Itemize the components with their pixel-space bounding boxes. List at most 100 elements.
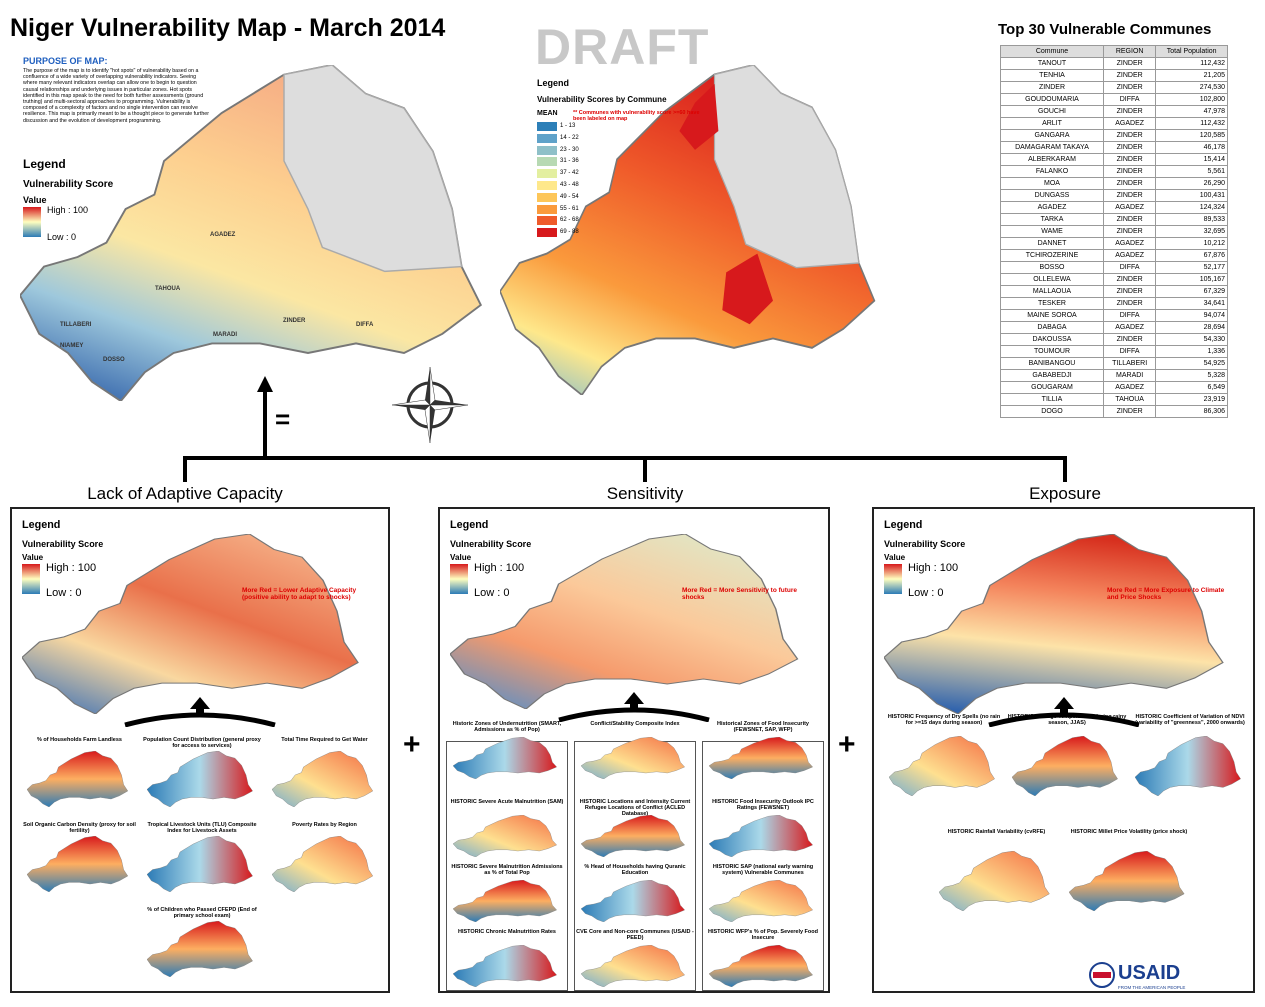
legend-low: Low : 0: [908, 586, 944, 599]
legend-swatch: [537, 228, 557, 238]
panel: Legend Vulnerability Score Value High : 100…: [10, 507, 390, 993]
country-shape: [709, 815, 813, 857]
annotation: More Red = Lower Adaptive Capacity (posi…: [242, 587, 357, 601]
table-row: ARLIT AGADEZ 112,432: [1000, 117, 1228, 130]
table-cell: 67,876: [1155, 249, 1228, 262]
table-title: Top 30 Vulnerable Communes: [998, 21, 1212, 38]
country-shape: [581, 880, 685, 922]
table-cell: 102,800: [1155, 93, 1228, 106]
map: [453, 815, 557, 857]
table-cell: ZINDER: [1102, 285, 1157, 298]
table-row: GOUGARAM AGADEZ 6,549: [1000, 381, 1228, 394]
table-cell: MOA: [1000, 177, 1104, 190]
table-cell: ZINDER: [1000, 81, 1104, 94]
region-label: DIFFA: [356, 322, 374, 328]
table-cell: BANIBANGOU: [1000, 357, 1104, 370]
region-label: ZINDER: [283, 318, 306, 324]
legend-title: Legend: [450, 519, 489, 531]
ramp: [23, 207, 41, 237]
purpose-text: The purpose of the map is to identify "h…: [23, 68, 209, 124]
table-row: TANOUT ZINDER 112,432: [1000, 57, 1228, 70]
legend-value: Value: [450, 553, 472, 563]
table-cell: 10,212: [1155, 237, 1228, 250]
table-cell: ZINDER: [1102, 273, 1157, 286]
country-shape: [1069, 851, 1185, 911]
ramp: [22, 564, 40, 594]
legend-high: High : 100: [47, 205, 89, 215]
table-cell: DOGO: [1000, 405, 1104, 418]
table-row: GANGARA ZINDER 120,585: [1000, 129, 1228, 142]
no-data-area: [713, 65, 860, 269]
table-row: DUNGASS ZINDER 100,431: [1000, 189, 1228, 202]
map: [272, 836, 374, 892]
legend-title: Legend: [884, 519, 923, 531]
table-cell: 6,549: [1155, 381, 1228, 394]
country-shape: [27, 751, 129, 807]
brace-arrow: [558, 692, 710, 722]
table-cell: 86,306: [1155, 405, 1228, 418]
table-cell: TANOUT: [1000, 57, 1104, 70]
brace-arrow: [124, 697, 276, 727]
country-shape: [709, 945, 813, 987]
arrow-head: [190, 697, 210, 709]
country-shape: [453, 945, 557, 987]
legend-swatch: [537, 157, 557, 167]
table-row: DOGO ZINDER 86,306: [1000, 405, 1228, 418]
legend-subtitle: Vulnerability Score: [22, 538, 104, 549]
legend-value: Value: [22, 553, 44, 563]
hotspot: [722, 253, 773, 325]
country-shape: [581, 815, 685, 857]
map: [939, 851, 1050, 911]
annotation: More Red = More Exposure to Climate and …: [1107, 587, 1225, 601]
table-cell: 67,329: [1155, 285, 1228, 298]
table-cell: 274,530: [1155, 81, 1228, 94]
arrow-shaft: [630, 702, 638, 712]
submap-title: HISTORIC Millet Price Volatility (price …: [1070, 829, 1188, 835]
legend-title: Legend: [23, 157, 66, 171]
table-cell: AGADEZ: [1102, 321, 1157, 334]
legend-class-label: 49 - 54: [560, 193, 579, 200]
table-cell: ZINDER: [1102, 105, 1157, 118]
legend-ramp: [450, 564, 468, 594]
legend-swatch: [537, 181, 557, 190]
map: [889, 736, 995, 796]
legend-subtitle: Vulnerability Score: [450, 538, 532, 549]
panel-title: Exposure: [1029, 484, 1101, 503]
region-label: TILLABERI: [60, 322, 92, 328]
commune-legend-mean: MEAN: [537, 110, 558, 117]
submap-title: % of Children who Passed CFEPD (End of p…: [147, 907, 257, 919]
title: Niger Vulnerability Map - March 2014: [10, 14, 446, 42]
table-cell: BOSSO: [1000, 261, 1104, 274]
legend-class-label: 1 - 13: [560, 123, 576, 129]
table-row: FALANKO ZINDER 5,561: [1000, 165, 1228, 178]
table-cell: 28,694: [1155, 321, 1228, 334]
table-row: WAME ZINDER 32,695: [1000, 225, 1228, 238]
legend-class-label: 37 - 42: [560, 170, 579, 177]
country-shape: [453, 737, 557, 779]
map: [709, 737, 813, 779]
table-cell: 26,290: [1155, 177, 1228, 190]
table-row: MOA ZINDER 26,290: [1000, 177, 1228, 190]
country-shape: [272, 836, 374, 892]
table-row: TILLIA TAHOUA 23,919: [1000, 393, 1228, 406]
arrow-head: [624, 692, 644, 704]
submap-title: Poverty Rates by Region: [292, 822, 357, 828]
table-cell: ZINDER: [1102, 57, 1157, 70]
legend-ramp: [884, 564, 902, 594]
table-row: GOUDOUMARIA DIFFA 102,800: [1000, 93, 1228, 106]
table-cell: 52,177: [1155, 261, 1228, 274]
table-cell: 120,585: [1155, 129, 1228, 142]
table-cell: 15,414: [1155, 153, 1228, 166]
logo-seal: [1089, 962, 1115, 988]
table-cell: AGADEZ: [1102, 249, 1157, 262]
legend-swatch: [537, 133, 557, 143]
submap-title: Conflict/Stability Composite Index: [590, 721, 680, 727]
submap-title: HISTORIC Chronic Malnutrition Rates: [458, 929, 556, 935]
legend-class-label: 43 - 48: [560, 182, 579, 188]
table-cell: AGADEZ: [1102, 201, 1157, 214]
table-cell: GANGARA: [1000, 129, 1104, 142]
table-cell: TARKA: [1000, 213, 1104, 226]
map: [884, 534, 1224, 714]
map: [709, 880, 813, 922]
table-cell: MARADI: [1102, 369, 1157, 382]
